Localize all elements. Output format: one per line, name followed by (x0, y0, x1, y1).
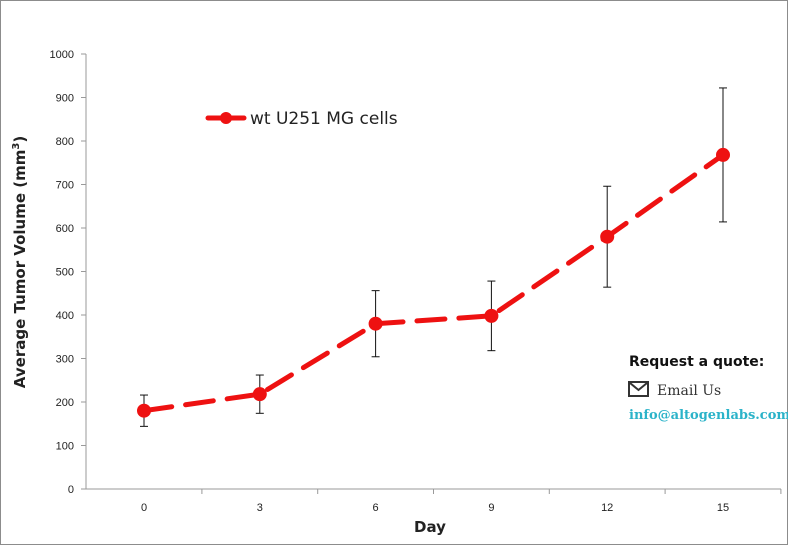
axes (85, 54, 781, 490)
y-tick-label: 100 (56, 441, 74, 453)
x-axis-title: Day (414, 518, 446, 536)
y-axis-title-main: Average Tumor Volume (mm (11, 150, 29, 389)
y-tick-label: 500 (56, 267, 74, 279)
y-tick-label: 800 (56, 136, 74, 148)
y-tick-label: 300 (56, 354, 74, 366)
x-ticks: 0 3 6 9 12 15 (141, 489, 782, 514)
y-tick-label: 400 (56, 310, 74, 322)
legend: wt U251 MG cells (205, 109, 398, 129)
x-tick-label: 6 (373, 502, 379, 514)
y-axis-title: Average Tumor Volume (mm3) (11, 136, 29, 388)
envelope-icon (628, 381, 649, 397)
y-axis-title-superscript: 3 (11, 143, 22, 150)
x-tick-label: 15 (717, 502, 729, 514)
y-ticks: 0 100 200 300 400 500 600 700 800 900 1000 (50, 49, 86, 496)
y-axis-title-suffix: ) (11, 136, 29, 143)
series-points (137, 147, 730, 418)
series-line (141, 152, 726, 414)
email-us-label[interactable]: Email Us (657, 383, 721, 399)
legend-marker (220, 112, 232, 124)
y-tick-label: 700 (56, 180, 74, 192)
x-tick-label: 9 (488, 502, 494, 514)
legend-label: wt U251 MG cells (250, 109, 398, 129)
x-tick-label: 12 (601, 502, 613, 514)
y-tick-label: 900 (56, 93, 74, 105)
y-tick-label: 1000 (50, 49, 74, 61)
x-tick-label: 0 (141, 502, 147, 514)
email-address-link[interactable]: info@altogenlabs.com (629, 408, 788, 423)
request-quote-box: Request a quote: Email Us info@altogenla… (628, 354, 788, 423)
request-quote-title: Request a quote: (629, 354, 764, 370)
data-point (600, 229, 615, 244)
data-point (368, 316, 383, 331)
data-point (716, 147, 730, 162)
y-tick-label: 200 (56, 397, 74, 409)
series-lines (141, 152, 726, 414)
data-point (137, 403, 151, 418)
x-tick-label: 3 (257, 502, 263, 514)
data-point (484, 308, 499, 323)
email-us-link[interactable]: Email Us (628, 381, 721, 399)
y-tick-label: 0 (68, 484, 74, 496)
y-tick-label: 600 (56, 223, 74, 235)
data-point (252, 387, 267, 402)
error-bars (140, 87, 727, 427)
